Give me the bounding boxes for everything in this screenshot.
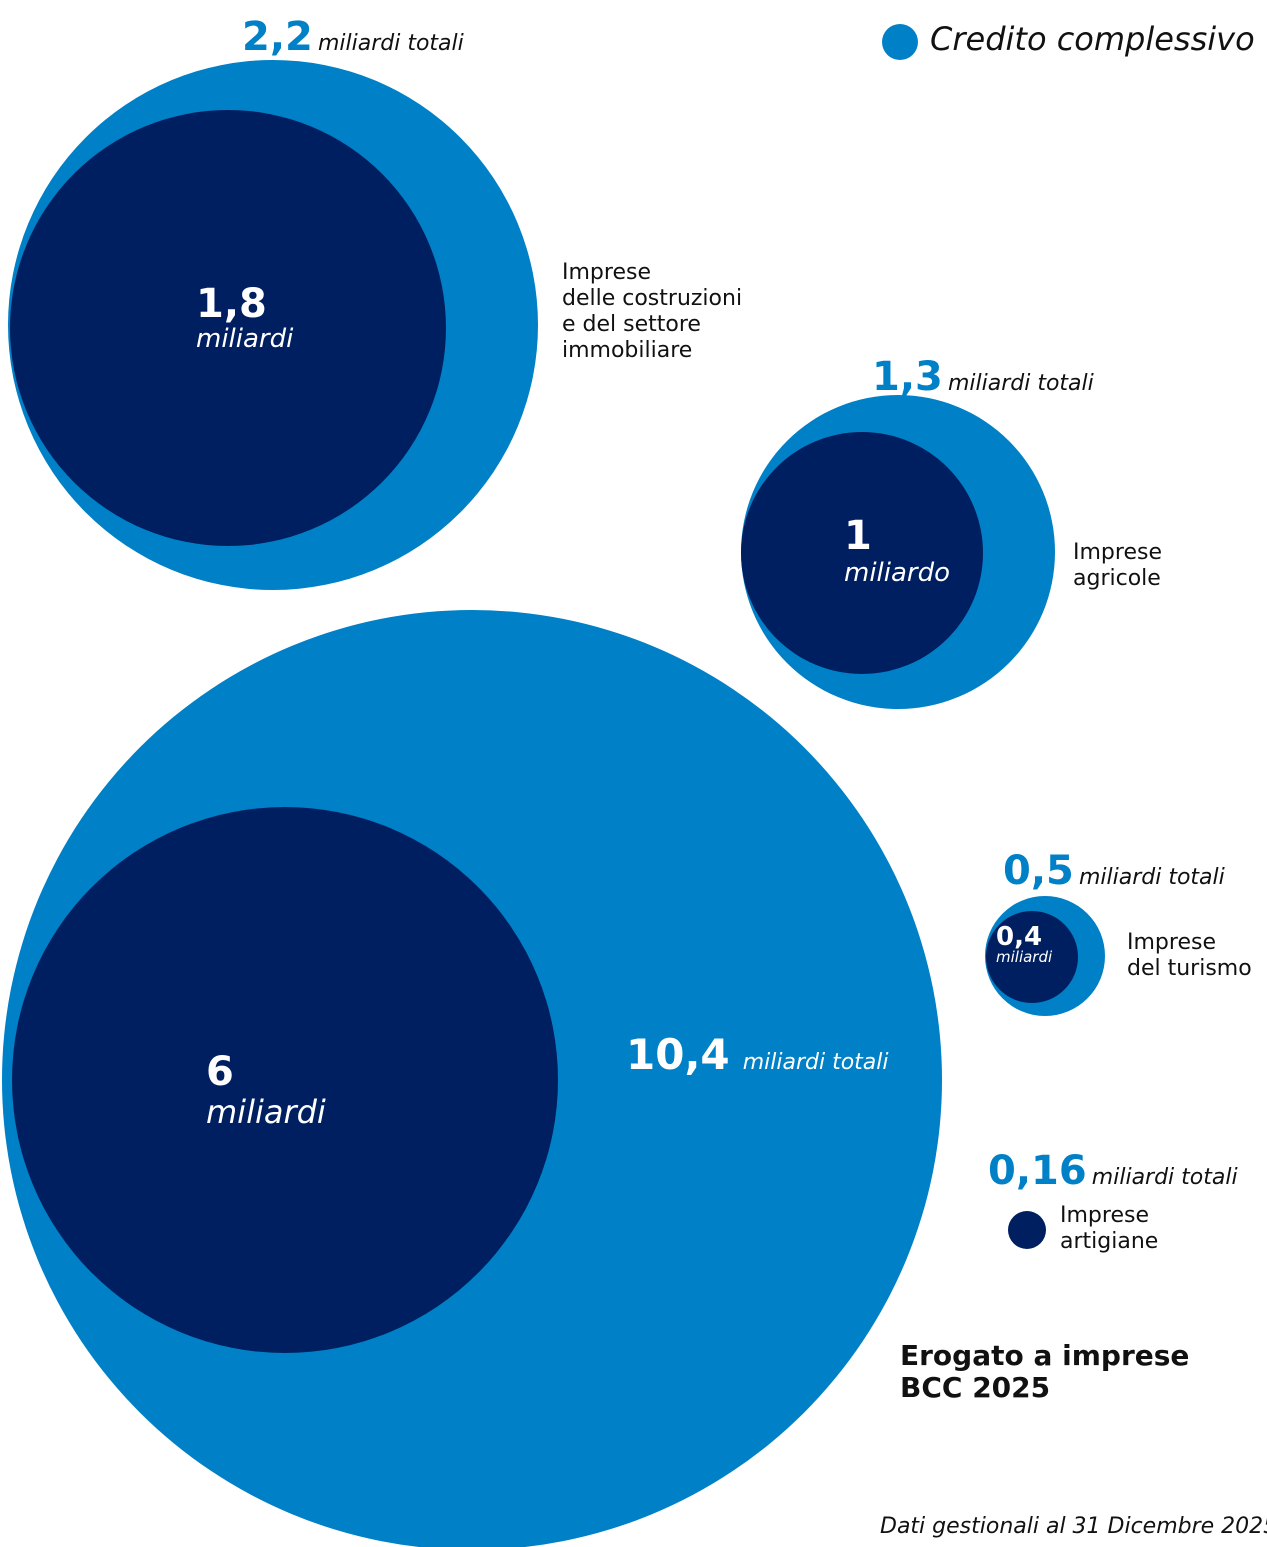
total-value: 2,2 <box>242 14 313 60</box>
inner-unit: miliardi <box>996 948 1053 966</box>
category-label-tourism: Imprese del turismo <box>1127 930 1252 981</box>
category-label-artisan: Imprese artigiane <box>1060 1203 1159 1254</box>
summary-line-2: BCC 2025 <box>900 1371 1051 1404</box>
bubble-total-artisan <box>1008 1211 1046 1249</box>
total-value: 0,5 <box>1003 848 1074 894</box>
total-label-tourism: 0,5 miliardi totali <box>1003 848 1225 894</box>
category-label-construction: Imprese delle costruzioni e del settore … <box>562 260 743 363</box>
total-label-main: 10,4 miliardi totali <box>626 1030 889 1079</box>
inner-label-agriculture: 1 miliardo <box>844 516 950 586</box>
category-label-agriculture: Imprese agricole <box>1073 540 1162 591</box>
total-unit: miliardi totali <box>1091 1165 1238 1190</box>
total-unit: miliardi totali <box>1078 865 1225 890</box>
inner-value: 6 <box>206 1049 234 1095</box>
summary-line-1: Erogato a imprese <box>900 1339 1190 1372</box>
total-value: 10,4 <box>626 1030 730 1079</box>
inner-value: 1,8 <box>196 281 267 327</box>
inner-label-construction: 1,8 miliardi <box>196 284 293 352</box>
total-unit: miliardi totali <box>317 31 464 56</box>
inner-label-tourism: 0,4 miliardi <box>996 924 1052 965</box>
total-value: 1,3 <box>872 354 943 400</box>
total-label-construction: 2,2 miliardi totali <box>242 14 464 60</box>
inner-unit: miliardi <box>206 1093 326 1131</box>
inner-label-main: 6 miliardi <box>206 1052 326 1128</box>
total-label-artisan: 0,16 miliardi totali <box>988 1148 1238 1194</box>
inner-value: 1 <box>844 513 872 559</box>
total-unit: miliardi totali <box>947 371 1094 396</box>
legend-label: Credito complessivo <box>930 20 1255 58</box>
bubble-value-agriculture <box>741 432 983 674</box>
total-value: 0,16 <box>988 1148 1087 1194</box>
bubble-value-main <box>12 807 558 1353</box>
summary-title: Erogato a imprese BCC 2025 <box>900 1340 1189 1404</box>
bubble-value-tourism <box>986 911 1078 1003</box>
legend-marker <box>882 24 918 60</box>
bubble-value-construction <box>10 110 446 546</box>
inner-unit: miliardo <box>844 558 951 588</box>
total-unit: miliardi totali <box>742 1050 889 1075</box>
total-label-agriculture: 1,3 miliardi totali <box>872 354 1094 400</box>
source-note: Dati gestionali al 31 Dicembre 2025 <box>880 1514 1267 1539</box>
inner-value: 0,4 <box>996 922 1043 952</box>
inner-unit: miliardi <box>196 324 294 354</box>
